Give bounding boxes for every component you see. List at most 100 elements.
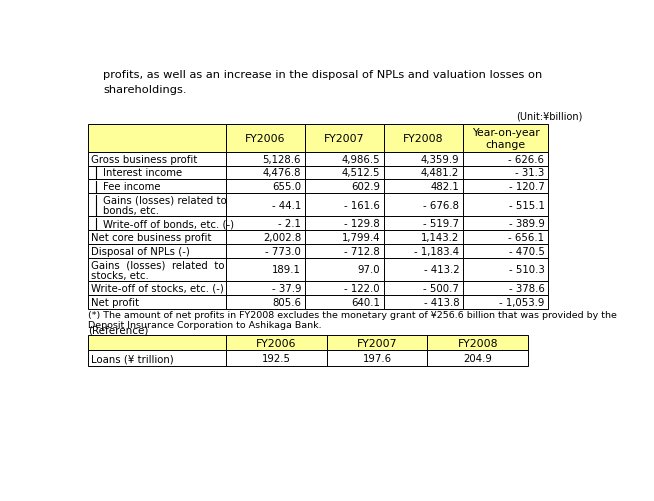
Text: Interest income: Interest income [103,168,182,178]
Bar [88,194,226,217]
Text: Gains  (losses)  related  to: Gains (losses) related to [91,260,224,270]
Text: FY2007: FY2007 [324,133,365,143]
Text: - 44.1: - 44.1 [272,200,301,210]
Text: bonds, etc.: bonds, etc. [103,206,160,216]
Text: - 31.3: - 31.3 [515,168,544,178]
Bar [88,217,226,231]
Text: 192.5: 192.5 [262,353,291,363]
Text: (Reference): (Reference) [88,325,148,335]
Text: - 378.6: - 378.6 [509,284,544,294]
Bar [463,295,548,309]
Text: 2,002.8: 2,002.8 [263,232,301,242]
Text: - 519.7: - 519.7 [423,219,459,229]
Text: - 626.6: - 626.6 [508,154,544,164]
Bar [384,166,463,180]
Bar [88,244,226,259]
Bar [305,295,384,309]
Bar [305,166,384,180]
Text: stocks, etc.: stocks, etc. [91,271,149,280]
Bar [226,282,305,295]
Text: Gross business profit: Gross business profit [91,154,198,164]
Bar [226,244,305,259]
Bar [226,259,305,282]
Text: - 712.8: - 712.8 [345,246,380,257]
Bar [463,180,548,194]
Bar [305,231,384,244]
Bar [88,335,226,351]
Bar [463,166,548,180]
Text: Gains (losses) related to: Gains (losses) related to [103,195,227,205]
Text: Disposal of NPLs (-): Disposal of NPLs (-) [91,246,190,257]
Text: 4,476.8: 4,476.8 [262,168,301,178]
Text: (*) The amount of net profits in FY2008 excludes the monetary grant of ¥256.6 bi: (*) The amount of net profits in FY2008 … [88,311,617,320]
Text: - 37.9: - 37.9 [271,284,301,294]
Bar [88,152,226,166]
Text: - 1,053.9: - 1,053.9 [499,297,544,307]
Bar [428,351,528,366]
Text: 805.6: 805.6 [272,297,301,307]
Text: FY2007: FY2007 [357,338,397,348]
Bar [384,295,463,309]
Text: 1,799.4: 1,799.4 [341,232,380,242]
Text: Net profit: Net profit [91,297,139,307]
Text: Deposit Insurance Corporation to Ashikaga Bank.: Deposit Insurance Corporation to Ashikag… [88,321,322,330]
Bar [305,282,384,295]
Bar [305,180,384,194]
Bar [88,282,226,295]
Text: Net core business profit: Net core business profit [91,232,211,242]
Bar [463,282,548,295]
Bar [226,180,305,194]
Text: Write-off of bonds, etc. (-): Write-off of bonds, etc. (-) [103,219,235,229]
Text: - 122.0: - 122.0 [345,284,380,294]
Text: FY2006: FY2006 [256,338,296,348]
Text: (Unit:¥billion): (Unit:¥billion) [516,112,583,122]
Bar [463,259,548,282]
Text: 4,359.9: 4,359.9 [421,154,459,164]
Text: - 129.8: - 129.8 [345,219,380,229]
Text: FY2008: FY2008 [458,338,498,348]
Text: 204.9: 204.9 [463,353,492,363]
Bar [88,166,226,180]
Bar [226,125,305,152]
Text: - 1,183.4: - 1,183.4 [414,246,459,257]
Bar [463,231,548,244]
Text: - 413.2: - 413.2 [424,265,459,275]
Bar [88,295,226,309]
Text: Fee income: Fee income [103,182,161,192]
Text: - 773.0: - 773.0 [266,246,301,257]
Bar [88,125,226,152]
Bar [384,180,463,194]
Bar [384,282,463,295]
Text: profits, as well as an increase in the disposal of NPLs and valuation losses on: profits, as well as an increase in the d… [103,70,543,80]
Bar [384,194,463,217]
Bar [88,351,226,366]
Bar [384,152,463,166]
Text: 97.0: 97.0 [358,265,380,275]
Bar [305,152,384,166]
Text: Year-on-year
change: Year-on-year change [472,128,540,149]
Text: 482.1: 482.1 [430,182,459,192]
Text: Write-off of stocks, etc. (-): Write-off of stocks, etc. (-) [91,284,224,294]
Text: - 515.1: - 515.1 [509,200,544,210]
Bar [463,217,548,231]
Bar [384,231,463,244]
Text: - 389.9: - 389.9 [509,219,544,229]
Bar [305,194,384,217]
Bar [384,244,463,259]
Text: - 161.6: - 161.6 [344,200,380,210]
Bar [226,351,326,366]
Bar [226,194,305,217]
Bar [226,152,305,166]
Bar [463,244,548,259]
Bar [463,194,548,217]
Text: - 656.1: - 656.1 [508,232,544,242]
Bar [305,259,384,282]
Text: 640.1: 640.1 [351,297,380,307]
Text: FY2008: FY2008 [404,133,444,143]
Text: 197.6: 197.6 [362,353,392,363]
Bar [88,231,226,244]
Text: FY2006: FY2006 [245,133,286,143]
Text: - 470.5: - 470.5 [509,246,544,257]
Bar [326,335,428,351]
Bar [384,217,463,231]
